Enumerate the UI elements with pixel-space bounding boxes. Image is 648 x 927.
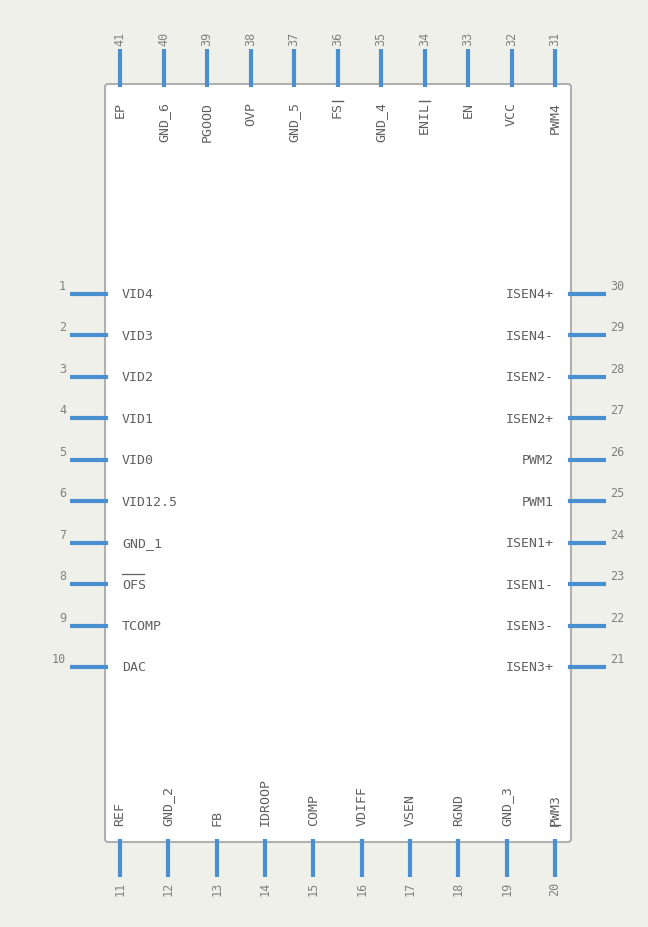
Text: 12: 12 [162,881,175,895]
Text: VDIFF: VDIFF [355,785,368,825]
Text: 41: 41 [113,32,126,46]
Text: 34: 34 [418,32,431,46]
Text: ISEN3-: ISEN3- [506,619,554,632]
Text: 36: 36 [331,32,344,46]
Text: 26: 26 [610,445,624,458]
Text: GND_6: GND_6 [157,102,170,142]
Text: FB: FB [210,809,223,825]
Text: EN: EN [461,102,474,118]
Text: TCOMP: TCOMP [122,619,162,632]
Text: DAC: DAC [122,661,146,674]
Text: 5: 5 [59,445,66,458]
Text: 14: 14 [259,881,272,895]
Text: PWM1: PWM1 [522,495,554,508]
Text: ISEN2-: ISEN2- [506,371,554,384]
Text: 2: 2 [59,321,66,334]
Text: 33: 33 [461,32,474,46]
Text: 23: 23 [610,569,624,582]
Text: VID4: VID4 [122,288,154,301]
Text: 11: 11 [113,881,126,895]
Text: 28: 28 [610,362,624,375]
Text: 24: 24 [610,528,624,541]
Text: 8: 8 [59,569,66,582]
Text: FS: FS [331,102,344,118]
Text: VID12.5: VID12.5 [122,495,178,508]
Text: VID2: VID2 [122,371,154,384]
Text: 29: 29 [610,321,624,334]
Text: 6: 6 [59,487,66,500]
Text: 22: 22 [610,611,624,624]
Text: ISEN3+: ISEN3+ [506,661,554,674]
Text: 37: 37 [288,32,301,46]
Text: 32: 32 [505,32,518,46]
Text: EP: EP [113,102,126,118]
Text: ISEN4+: ISEN4+ [506,288,554,301]
Text: 1: 1 [59,280,66,293]
Text: 15: 15 [307,881,320,895]
Text: VSEN: VSEN [404,794,417,825]
Text: ISEN1-: ISEN1- [506,578,554,591]
Text: 18: 18 [452,881,465,895]
Text: PGOOD: PGOOD [200,102,213,142]
Text: GND_3: GND_3 [500,785,513,825]
Text: ISEN1+: ISEN1+ [506,537,554,550]
Text: 35: 35 [375,32,388,46]
Text: 19: 19 [500,881,513,895]
Text: 38: 38 [244,32,257,46]
Text: 3: 3 [59,362,66,375]
Text: ISEN4-: ISEN4- [506,330,554,343]
Text: RGND: RGND [452,794,465,825]
Text: 21: 21 [610,653,624,666]
Text: REF: REF [113,801,126,825]
Text: 13: 13 [210,881,223,895]
Text: VID1: VID1 [122,413,154,425]
Text: OVP: OVP [244,102,257,126]
Text: OFS: OFS [122,578,146,591]
Text: VCC: VCC [505,102,518,126]
Text: 7: 7 [59,528,66,541]
Text: ENIL: ENIL [418,102,431,133]
Text: VID0: VID0 [122,454,154,467]
Text: 25: 25 [610,487,624,500]
Text: GND_1: GND_1 [122,537,162,550]
Text: PWM4: PWM4 [548,102,562,133]
Text: GND_2: GND_2 [162,785,175,825]
Text: VID3: VID3 [122,330,154,343]
Text: COMP: COMP [307,794,320,825]
Text: 30: 30 [610,280,624,293]
Text: 20: 20 [548,881,562,895]
Text: 27: 27 [610,404,624,417]
Text: PWM3: PWM3 [548,794,562,825]
Text: 9: 9 [59,611,66,624]
Text: 16: 16 [355,881,368,895]
Text: 40: 40 [157,32,170,46]
Text: IDROOP: IDROOP [259,777,272,825]
Text: 4: 4 [59,404,66,417]
Text: PWM2: PWM2 [522,454,554,467]
Text: 39: 39 [200,32,213,46]
Text: GND_4: GND_4 [375,102,388,142]
Text: 17: 17 [404,881,417,895]
Text: 31: 31 [548,32,562,46]
Text: GND_5: GND_5 [288,102,301,142]
FancyBboxPatch shape [105,85,571,842]
Text: 10: 10 [52,653,66,666]
Text: ISEN2+: ISEN2+ [506,413,554,425]
